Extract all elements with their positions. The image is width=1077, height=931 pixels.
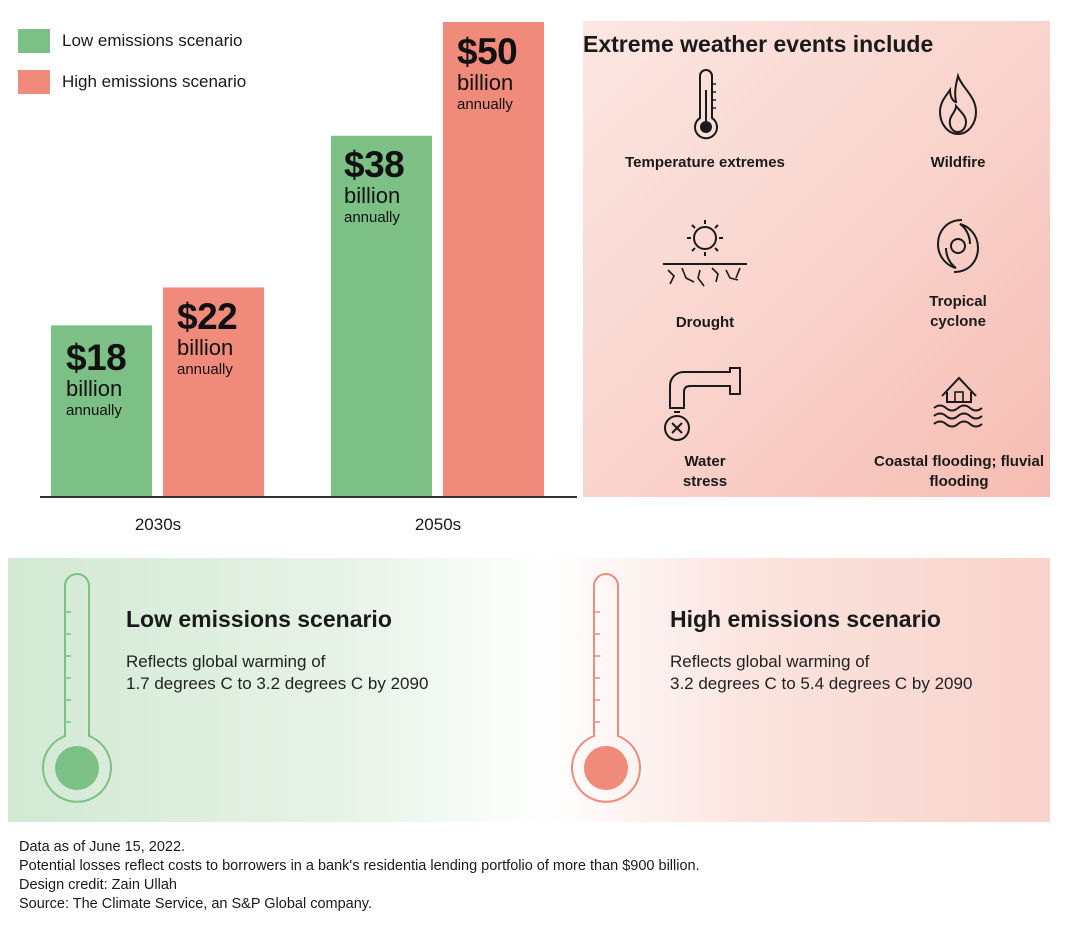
bar-low-2030s — [51, 325, 152, 496]
legend-swatch-low — [18, 29, 50, 53]
bar-freq: annually — [344, 209, 400, 226]
high-scenario-desc-line1: Reflects global warming of — [670, 652, 870, 671]
bar-label-high-2050s: $50 billion annually — [457, 31, 518, 113]
weather-label-wildfire: Wildfire — [930, 154, 986, 171]
low-scenario-desc-line1: Reflects global warming of — [126, 652, 326, 671]
bar-freq: annually — [177, 361, 233, 378]
high-scenario-thermometer-icon — [571, 573, 641, 803]
flood-house-icon — [933, 376, 983, 428]
low-scenario-description: Reflects global warming of 1.7 degrees C… — [126, 651, 506, 695]
bar-amount: $38 — [344, 144, 405, 185]
fire-icon — [938, 72, 978, 136]
low-scenario-title: Low emissions scenario — [126, 606, 392, 632]
legend-swatch-high — [18, 70, 50, 94]
footnote-methodology: Potential losses reflect costs to borrow… — [19, 858, 700, 874]
footnote-date: Data as of June 15, 2022. — [19, 839, 186, 855]
bar-amount: $22 — [177, 296, 238, 337]
bar-label-low-2030s: $18 billion annually — [66, 337, 127, 419]
bar-low-2050s — [331, 135, 432, 496]
weather-label-flooding: Coastal flooding; fluvial flooding — [873, 453, 1044, 490]
high-scenario-panel — [546, 558, 1050, 822]
weather-label-temperature: Temperature extremes — [625, 154, 785, 171]
legend-item-low: Low emissions scenario — [18, 29, 242, 53]
bar-unit: billion — [457, 70, 514, 95]
bar-high-2030s — [163, 287, 264, 496]
low-scenario-thermometer-icon — [42, 573, 112, 803]
weather-title: Extreme weather events include — [583, 31, 934, 57]
bar-freq: annually — [66, 402, 122, 419]
weather-label-drought: Drought — [675, 314, 735, 331]
bar-amount: $18 — [66, 337, 127, 378]
low-scenario-panel — [8, 558, 546, 822]
weather-label-cyclone: Tropical cyclone — [929, 293, 987, 330]
footnote-design-credit: Design credit: Zain Ullah — [19, 877, 177, 893]
thermometer-icon — [694, 69, 718, 140]
weather-label-water-stress: Water stress — [682, 453, 728, 490]
bar-label-high-2030s: $22 billion annually — [177, 296, 238, 378]
high-scenario-title: High emissions scenario — [670, 606, 941, 632]
bar-high-2050s — [443, 22, 544, 496]
category-label-2030s: 2030s — [134, 515, 182, 534]
category-label-2050s: 2050s — [414, 515, 462, 534]
high-scenario-desc-line2: 3.2 degrees C to 5.4 degrees C by 2090 — [670, 674, 973, 693]
drought-icon — [663, 220, 747, 287]
bar-chart — [40, 22, 577, 498]
legend-item-high: High emissions scenario — [18, 70, 246, 94]
bar-label-low-2050s: $38 billion annually — [344, 144, 405, 226]
footnote-source: Source: The Climate Service, an S&P Glob… — [19, 896, 373, 912]
bar-freq: annually — [457, 96, 513, 113]
low-scenario-desc-line2: 1.7 degrees C to 3.2 degrees C by 2090 — [126, 674, 429, 693]
high-scenario-description: Reflects global warming of 3.2 degrees C… — [670, 651, 1050, 695]
faucet-icon — [664, 367, 741, 441]
cyclone-icon — [936, 219, 980, 273]
legend-label-low: Low emissions scenario — [62, 31, 243, 50]
bar-unit: billion — [344, 183, 401, 208]
bar-unit: billion — [66, 376, 123, 401]
legend-label-high: High emissions scenario — [62, 72, 247, 91]
bar-amount: $50 — [457, 31, 518, 72]
footnotes: Data as of June 15, 2022. Potential loss… — [19, 838, 700, 914]
bar-unit: billion — [177, 335, 234, 360]
